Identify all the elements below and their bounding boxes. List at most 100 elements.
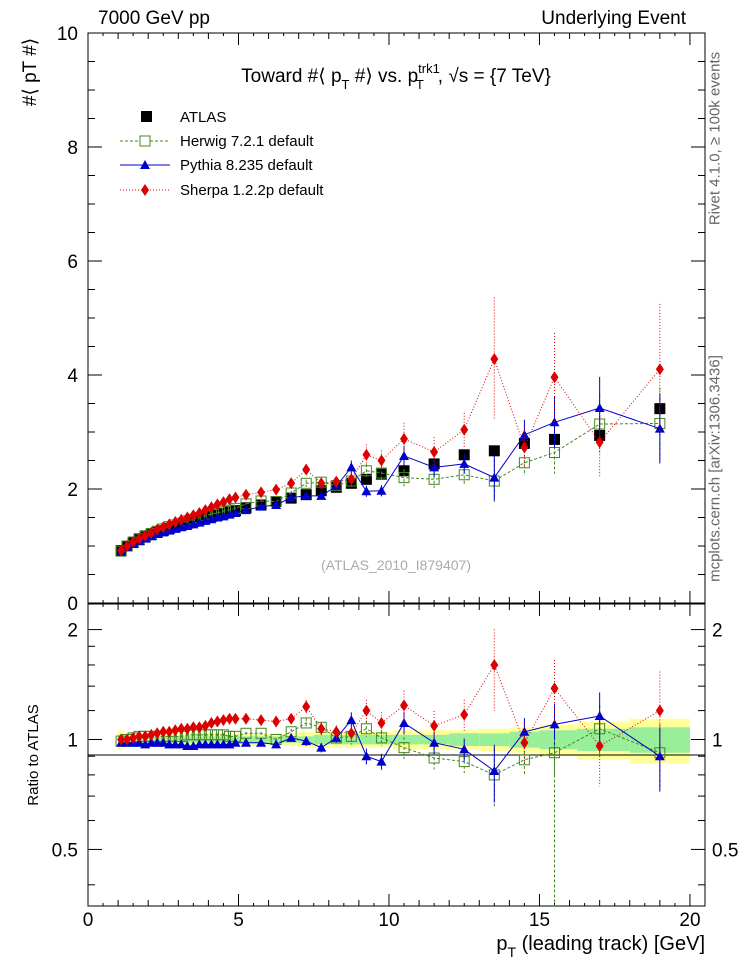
ratio-point-sherpa-36	[595, 739, 604, 752]
ratio-point-herwig-29	[375, 732, 387, 744]
ratio-point-pythia-36	[594, 710, 605, 720]
main-y-tick-label: 0	[67, 594, 78, 615]
main-y-tick-label: 6	[67, 252, 78, 273]
ratio-point-herwig-28	[360, 723, 372, 735]
main-point-atlas-28	[360, 473, 372, 485]
x-tick-label: 5	[233, 910, 244, 931]
x-tick-label: 0	[83, 910, 94, 931]
main-point-pythia-27	[346, 462, 357, 472]
main-y-tick-label: 8	[67, 138, 78, 159]
ratio-point-sherpa-6	[153, 727, 162, 740]
main-point-pythia-36	[594, 403, 605, 413]
ratio-point-pythia-10	[176, 739, 187, 749]
main-point-sherpa-14	[201, 504, 210, 517]
main-point-sherpa-9	[171, 516, 180, 529]
ratio-point-sherpa-27	[347, 727, 356, 740]
main-point-sherpa-12	[189, 509, 198, 522]
ratio-point-sherpa-31	[430, 719, 439, 732]
main-point-atlas-33	[488, 445, 500, 457]
ratio-point-sherpa-24	[302, 700, 311, 713]
ratio-point-pythia-29	[376, 756, 387, 766]
ratio-point-sherpa-2	[129, 731, 138, 744]
main-point-herwig-29	[375, 467, 387, 479]
ratio-point-sherpa-29	[377, 716, 386, 729]
main-point-pythia-29	[376, 485, 387, 495]
main-point-sherpa-15	[207, 501, 216, 514]
ratio-point-pythia-24	[301, 736, 312, 746]
main-point-sherpa-11	[183, 511, 192, 524]
energy-label: 7000 GeV pp	[98, 8, 210, 29]
legend-marker-herwig	[139, 135, 151, 147]
ratio-series-group	[115, 629, 666, 906]
main-point-sherpa-24	[302, 463, 311, 476]
main-point-pythia-32	[459, 458, 470, 468]
main-point-sherpa-2	[129, 536, 138, 549]
main-point-herwig-34	[518, 457, 530, 469]
ratio-y-tick-label-right: 2	[712, 621, 723, 642]
main-point-sherpa-23	[287, 477, 296, 490]
main-point-sherpa-8	[165, 518, 174, 531]
main-point-sherpa-31	[430, 445, 439, 458]
band-stat-30	[392, 734, 420, 745]
legend-marker-atlas	[141, 111, 152, 122]
legend-marker-pythia	[140, 160, 150, 169]
ratio-point-sherpa-35	[550, 682, 559, 695]
legend-label-atlas: ATLAS	[180, 109, 226, 126]
ratio-point-sherpa-28	[362, 704, 371, 717]
ratio-point-sherpa-22	[272, 715, 281, 728]
ratio-point-sherpa-34	[520, 736, 529, 749]
main-point-sherpa-17	[219, 496, 228, 509]
main-point-sherpa-33	[490, 353, 499, 366]
process-label: Underlying Event	[541, 8, 686, 29]
band-stat-35	[539, 730, 578, 750]
ratio-point-pythia-33	[489, 765, 500, 775]
main-point-pythia-37	[654, 423, 665, 433]
x-tick-label: 15	[529, 910, 550, 931]
x-tick-label: 20	[679, 910, 700, 931]
ratio-point-sherpa-11	[183, 722, 192, 735]
main-point-pythia-23	[286, 492, 297, 502]
main-point-sherpa-37	[655, 363, 664, 376]
main-point-sherpa-20	[242, 488, 251, 501]
main-point-sherpa-32	[460, 423, 469, 436]
ratio-point-sherpa-19	[231, 712, 240, 725]
main-line-pythia	[120, 407, 661, 553]
band-stat-36	[577, 728, 630, 752]
main-point-sherpa-18	[225, 493, 234, 506]
ratio-point-sherpa-18	[225, 712, 234, 725]
ratio-point-herwig-30	[398, 742, 410, 754]
ratio-point-sherpa-17	[219, 714, 228, 727]
ratio-y-tick-label-left: 0.5	[52, 840, 78, 861]
main-point-sherpa-4	[141, 529, 150, 542]
main-point-sherpa-13	[195, 506, 204, 519]
ratio-point-sherpa-26	[332, 725, 341, 738]
ratio-point-sherpa-25	[317, 722, 326, 735]
main-point-sherpa-1	[123, 540, 132, 552]
main-y-tick-label: 10	[57, 24, 78, 45]
main-point-sherpa-5	[147, 526, 156, 539]
ratio-point-sherpa-8	[165, 725, 174, 738]
main-point-herwig-24	[300, 477, 312, 489]
ratio-point-sherpa-32	[460, 708, 469, 721]
ratio-point-sherpa-37	[655, 704, 664, 717]
main-point-pythia-30	[399, 450, 410, 460]
ratio-point-sherpa-7	[159, 725, 168, 738]
main-y-tick-label: 4	[67, 366, 78, 387]
ratio-point-pythia-23	[286, 732, 297, 742]
main-line-herwig	[120, 422, 660, 552]
plot-title: Toward #⟨ pT #⟩ vs. ptrk1 T, √s = {7 TeV}	[241, 61, 551, 92]
ratio-y-tick-label-right: 1	[712, 731, 723, 752]
ratio-point-sherpa-15	[207, 716, 216, 729]
main-point-sherpa-3	[135, 532, 144, 545]
main-y-axis-label: #⟨ pT #⟩	[20, 38, 41, 106]
ratio-point-sherpa-13	[195, 721, 204, 734]
ratio-point-pythia-35	[549, 719, 560, 729]
ratio-point-pythia-20	[241, 737, 252, 747]
main-point-herwig-30	[398, 472, 410, 484]
main-point-pythia-33	[489, 472, 500, 482]
main-point-pythia-28	[361, 486, 372, 496]
ratio-point-sherpa-5	[147, 728, 156, 741]
main-point-sherpa-26	[332, 475, 341, 488]
